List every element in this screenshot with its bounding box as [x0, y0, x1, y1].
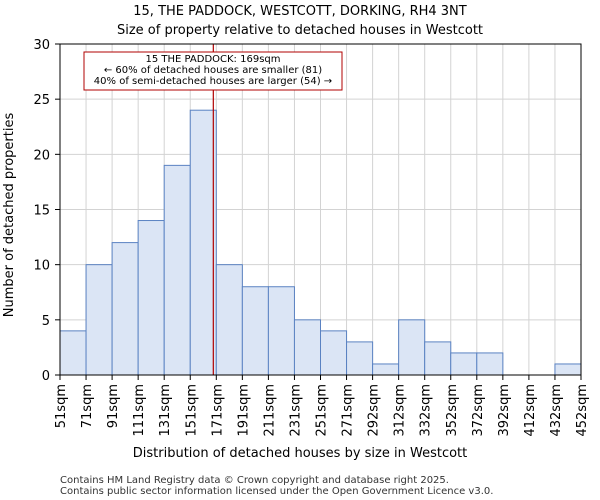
bar-171sqm: [215, 264, 243, 376]
footer-line1: Contains HM Land Registry data © Crown c…: [60, 475, 449, 486]
y-tick-label-15: 15: [33, 204, 50, 219]
x-tick-label-412sqm: 412sqm: [523, 384, 538, 437]
annotation-line1: 15 THE PADDOCK: 169sqm: [145, 54, 280, 65]
bar-231sqm: [293, 319, 322, 376]
bar-312sqm: [398, 319, 426, 376]
x-tick-label-251sqm: 251sqm: [315, 384, 330, 437]
y-tick-label-5: 5: [42, 314, 50, 329]
bar-211sqm: [267, 286, 295, 376]
bar-91sqm: [111, 242, 139, 376]
x-tick-label-111sqm: 111sqm: [132, 384, 147, 437]
bars: [59, 109, 582, 376]
bar-271sqm: [346, 341, 374, 376]
x-tick-label-392sqm: 392sqm: [497, 384, 512, 437]
bar-251sqm: [320, 330, 348, 376]
bar-432sqm: [554, 363, 582, 376]
bar-111sqm: [137, 220, 165, 376]
bar-71sqm: [85, 264, 113, 376]
x-tick-label-292sqm: 292sqm: [367, 384, 382, 437]
x-tick-label-332sqm: 332sqm: [419, 384, 434, 437]
y-tick-label-20: 20: [33, 148, 50, 163]
y-tick-label-30: 30: [33, 38, 50, 53]
bar-191sqm: [241, 286, 269, 376]
bar-372sqm: [476, 352, 504, 376]
chart-title: 15, THE PADDOCK, WESTCOTT, DORKING, RH4 …: [133, 4, 467, 19]
y-axis-label: Number of detached properties: [2, 113, 17, 318]
x-tick-label-372sqm: 372sqm: [471, 384, 486, 437]
bar-352sqm: [450, 352, 478, 376]
x-tick-label-432sqm: 432sqm: [549, 384, 564, 437]
bar-292sqm: [372, 363, 400, 376]
x-tick-label-131sqm: 131sqm: [158, 384, 173, 437]
x-axis-ticks: 51sqm 71sqm 91sqm 111sqm 131sqm 151sqm 171sqm 1…: [54, 375, 590, 437]
x-tick-label-51sqm: 51sqm: [54, 384, 69, 428]
footer-line2: Contains public sector information licen…: [60, 486, 493, 497]
bar-131sqm: [163, 164, 191, 376]
x-tick-label-231sqm: 231sqm: [288, 384, 303, 437]
annotation-frame: [83, 51, 343, 91]
bar-332sqm: [424, 341, 452, 376]
x-tick-label-312sqm: 312sqm: [393, 384, 408, 437]
y-tick-label-25: 25: [33, 93, 50, 108]
x-tick-label-452sqm: 452sqm: [575, 384, 590, 437]
annotation-box: 15 THE PADDOCK: 169sqm ← 60% of detached…: [83, 51, 343, 91]
x-tick-label-151sqm: 151sqm: [184, 384, 199, 437]
y-tick-label-0: 0: [42, 369, 50, 384]
y-tick-label-10: 10: [33, 259, 50, 274]
x-tick-label-171sqm: 171sqm: [210, 384, 225, 437]
x-tick-label-71sqm: 71sqm: [80, 384, 95, 428]
x-tick-label-211sqm: 211sqm: [262, 384, 277, 437]
x-tick-label-191sqm: 191sqm: [236, 384, 251, 437]
bar-51sqm: [59, 330, 87, 376]
bar-151sqm: [189, 109, 217, 376]
chart-subtitle: Size of property relative to detached ho…: [117, 23, 483, 38]
x-axis-label: Distribution of detached houses by size …: [133, 446, 467, 461]
x-tick-label-91sqm: 91sqm: [106, 384, 121, 428]
annotation-line2: ← 60% of detached houses are smaller (81…: [104, 65, 322, 76]
annotation-line3: 40% of semi-detached houses are larger (…: [94, 76, 332, 87]
x-tick-label-271sqm: 271sqm: [341, 384, 356, 437]
y-axis-ticks: 0 5 10 15 20 25 30: [33, 38, 60, 384]
x-tick-label-352sqm: 352sqm: [445, 384, 460, 437]
